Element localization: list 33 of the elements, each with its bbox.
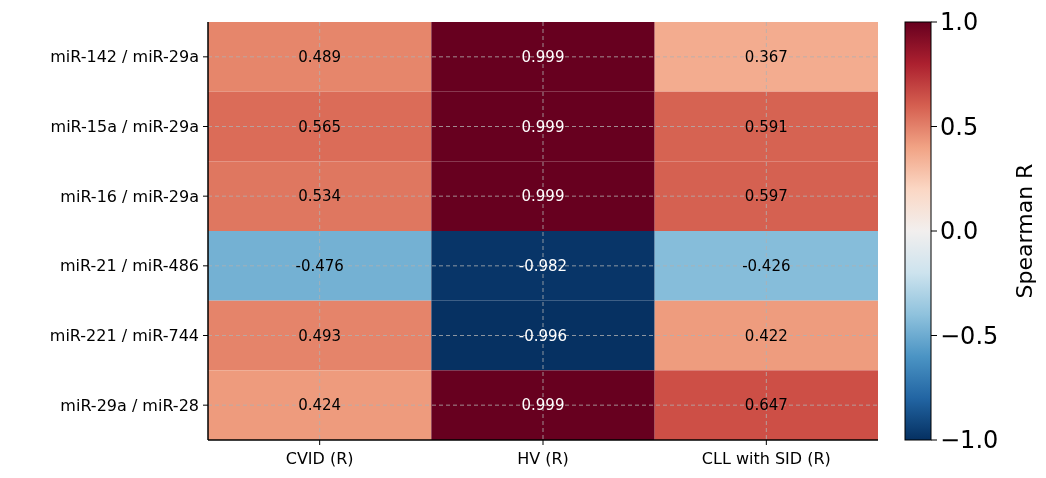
y-tick-label: miR-142 / miR-29a <box>50 47 199 67</box>
color-bar-label: 1.0 <box>940 8 979 37</box>
x-tick-label: CLL with SID (R) <box>701 449 831 468</box>
color-bar-label: 0.0 <box>940 217 979 246</box>
data-label: -0.476 <box>295 257 344 276</box>
data-label: 0.999 <box>521 48 565 67</box>
data-label: 0.367 <box>744 48 788 67</box>
data-label: 0.534 <box>298 187 342 206</box>
data-label: 0.422 <box>744 326 788 345</box>
color-bar-label: −1.0 <box>940 426 999 455</box>
data-label: -0.426 <box>742 257 791 276</box>
data-label: 0.999 <box>521 396 565 415</box>
y-tick-label: miR-29a / miR-28 <box>60 395 199 415</box>
data-label: 0.493 <box>298 326 342 345</box>
data-label: 0.999 <box>521 117 565 136</box>
color-bar-label: 0.5 <box>940 112 979 141</box>
y-tick-label: miR-16 / miR-29a <box>60 186 199 206</box>
color-bar-title: Spearman R <box>1012 163 1037 299</box>
data-label: 0.647 <box>744 396 788 415</box>
y-tick-label: miR-15a / miR-29a <box>50 117 199 137</box>
data-label: 0.489 <box>298 48 342 67</box>
color-bar-label: −0.5 <box>940 321 999 350</box>
data-label: 0.424 <box>298 396 342 415</box>
data-label: 0.999 <box>521 187 565 206</box>
y-tick-label: miR-221 / miR-744 <box>49 326 199 346</box>
x-tick-label: CVID (R) <box>285 449 354 468</box>
data-label: -0.996 <box>518 326 568 345</box>
x-tick-label: HV (R) <box>517 449 569 468</box>
data-label: 0.591 <box>744 117 788 136</box>
data-label: 0.565 <box>298 117 342 136</box>
data-label: -0.982 <box>518 257 568 276</box>
data-label: 0.597 <box>744 187 788 206</box>
y-tick-label: miR-21 / miR-486 <box>59 256 199 276</box>
